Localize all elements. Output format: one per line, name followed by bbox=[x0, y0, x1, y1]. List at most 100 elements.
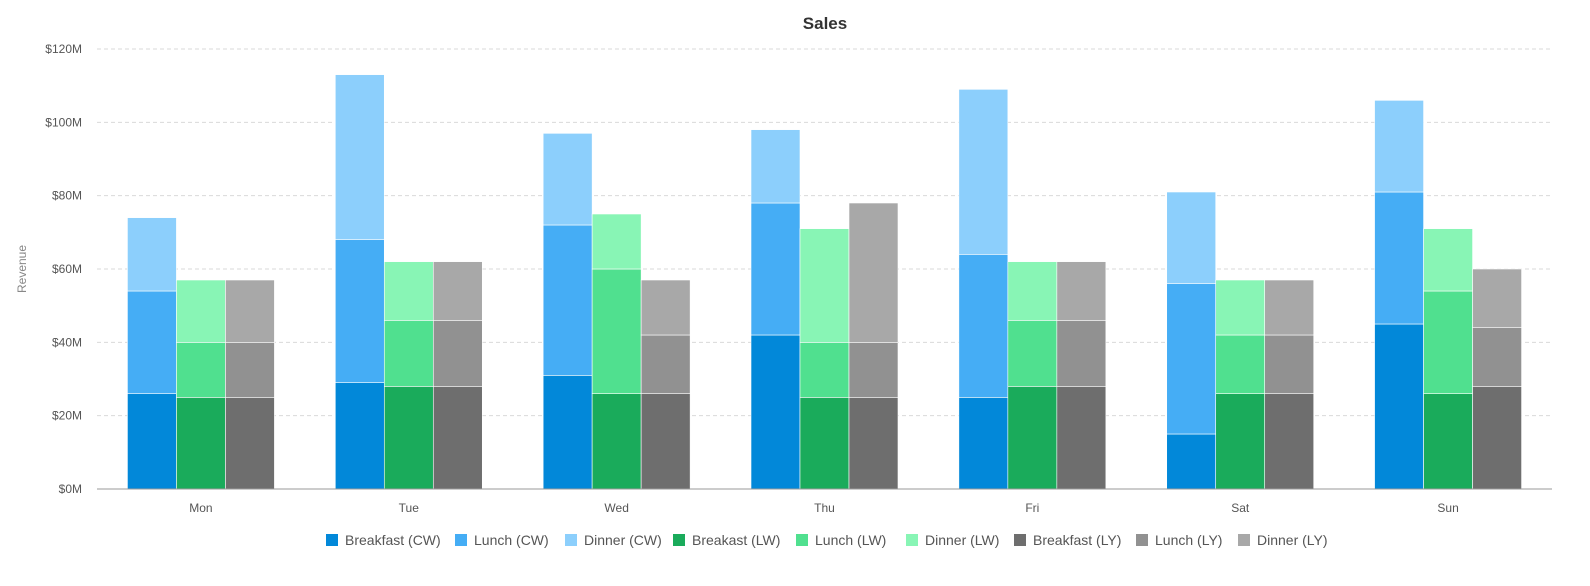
bar-mon-ly-2[interactable] bbox=[225, 342, 275, 398]
x-tick-label: Mon bbox=[189, 501, 212, 515]
bar-wed-lw-1[interactable] bbox=[591, 393, 642, 490]
chart-title: Sales bbox=[803, 14, 847, 33]
legend-item[interactable]: Breakfast (CW) bbox=[326, 532, 441, 548]
x-tick-label: Thu bbox=[814, 501, 835, 515]
legend-item[interactable]: Dinner (LW) bbox=[906, 532, 999, 548]
bar-tue-lw-2[interactable] bbox=[383, 320, 434, 387]
bar-thu-lw-3[interactable] bbox=[799, 228, 850, 343]
bar-sun-lw-1[interactable] bbox=[1423, 393, 1473, 490]
bar-thu-cw-3[interactable] bbox=[750, 129, 801, 204]
bar-tue-cw-3[interactable] bbox=[334, 74, 385, 240]
y-tick-label: $0M bbox=[59, 482, 82, 496]
y-axis-title: Revenue bbox=[15, 245, 29, 293]
bar-sat-ly-2[interactable] bbox=[1264, 334, 1315, 394]
bar-tue-ly-1[interactable] bbox=[432, 386, 483, 490]
bar-wed-cw-1[interactable] bbox=[542, 375, 593, 490]
bar-thu-lw-2[interactable] bbox=[799, 342, 850, 398]
bar-sat-lw-1[interactable] bbox=[1215, 393, 1266, 490]
bar-thu-ly-3[interactable] bbox=[848, 202, 899, 343]
bar-mon-lw-3[interactable] bbox=[176, 279, 226, 343]
legend-item[interactable]: Dinner (LY) bbox=[1238, 532, 1328, 548]
x-axis-ticks: Mon Tue Wed Thu Fri Sat Sun bbox=[189, 501, 1458, 515]
bar-fri-cw-1[interactable] bbox=[958, 397, 1009, 490]
bar-thu-cw-2[interactable] bbox=[750, 202, 801, 336]
legend-swatch bbox=[796, 534, 808, 546]
bar-sat-cw-3[interactable] bbox=[1166, 191, 1217, 284]
legend-label: Breakfast (LY) bbox=[1033, 532, 1121, 548]
bar-tue-lw-3[interactable] bbox=[383, 261, 434, 321]
legend-label: Lunch (CW) bbox=[474, 532, 549, 548]
bar-mon-ly-3[interactable] bbox=[225, 279, 275, 343]
bar-wed-lw-3[interactable] bbox=[591, 213, 642, 270]
legend-swatch bbox=[1014, 534, 1026, 546]
bar-fri-lw-1[interactable] bbox=[1007, 386, 1058, 490]
bar-sun-ly-1[interactable] bbox=[1472, 386, 1522, 490]
y-tick-label: $100M bbox=[45, 115, 82, 129]
bar-mon-ly-1[interactable] bbox=[225, 397, 275, 490]
bar-sun-ly-3[interactable] bbox=[1472, 268, 1522, 328]
bar-mon-cw-1[interactable] bbox=[127, 393, 177, 490]
bar-sat-ly-1[interactable] bbox=[1264, 393, 1315, 490]
legend-item[interactable]: Lunch (LW) bbox=[796, 532, 886, 548]
bar-wed-lw-2[interactable] bbox=[591, 268, 642, 394]
legend-item[interactable]: Lunch (CW) bbox=[455, 532, 549, 548]
x-tick-label: Sun bbox=[1437, 501, 1458, 515]
legend: Breakfast (CW) Lunch (CW) Dinner (CW) Break… bbox=[326, 532, 1328, 548]
legend-label: Dinner (LY) bbox=[1257, 532, 1328, 548]
bar-wed-cw-2[interactable] bbox=[542, 224, 593, 376]
bar-sat-cw-2[interactable] bbox=[1166, 283, 1217, 435]
legend-swatch bbox=[906, 534, 918, 546]
y-tick-label: $60M bbox=[52, 262, 82, 276]
x-tick-label: Sat bbox=[1231, 501, 1250, 515]
bar-fri-lw-3[interactable] bbox=[1007, 261, 1058, 321]
bar-sun-lw-2[interactable] bbox=[1423, 290, 1473, 394]
legend-swatch bbox=[565, 534, 577, 546]
bar-sun-lw-3[interactable] bbox=[1423, 228, 1473, 292]
bar-mon-cw-3[interactable] bbox=[127, 217, 177, 292]
bar-sun-cw-3[interactable] bbox=[1374, 100, 1424, 193]
bar-tue-lw-1[interactable] bbox=[383, 386, 434, 490]
legend-item[interactable]: Breakfast (LY) bbox=[1014, 532, 1121, 548]
bar-fri-cw-2[interactable] bbox=[958, 254, 1009, 398]
bar-sun-cw-1[interactable] bbox=[1374, 323, 1424, 490]
bar-wed-ly-1[interactable] bbox=[640, 393, 691, 490]
legend-swatch bbox=[1136, 534, 1148, 546]
bar-wed-cw-3[interactable] bbox=[542, 133, 593, 226]
bar-fri-ly-3[interactable] bbox=[1056, 261, 1107, 321]
bar-thu-lw-1[interactable] bbox=[799, 397, 850, 490]
legend-label: Dinner (LW) bbox=[925, 532, 999, 548]
x-tick-label: Wed bbox=[604, 501, 628, 515]
bar-mon-lw-1[interactable] bbox=[176, 397, 226, 490]
bar-thu-cw-1[interactable] bbox=[750, 334, 801, 490]
bar-wed-ly-3[interactable] bbox=[640, 279, 691, 336]
legend-item[interactable]: Lunch (LY) bbox=[1136, 532, 1222, 548]
bar-wed-ly-2[interactable] bbox=[640, 334, 691, 394]
bar-sat-lw-3[interactable] bbox=[1215, 279, 1266, 336]
x-tick-label: Fri bbox=[1025, 501, 1039, 515]
bar-mon-cw-2[interactable] bbox=[127, 290, 177, 394]
bar-tue-cw-2[interactable] bbox=[334, 239, 385, 383]
bar-fri-lw-2[interactable] bbox=[1007, 320, 1058, 387]
bar-thu-ly-1[interactable] bbox=[848, 397, 899, 490]
legend-label: Lunch (LY) bbox=[1155, 532, 1222, 548]
bar-thu-ly-2[interactable] bbox=[848, 342, 899, 398]
legend-label: Lunch (LW) bbox=[815, 532, 886, 548]
bar-sat-lw-2[interactable] bbox=[1215, 334, 1266, 394]
bar-fri-ly-1[interactable] bbox=[1056, 386, 1107, 490]
legend-swatch bbox=[673, 534, 685, 546]
bar-tue-ly-3[interactable] bbox=[432, 261, 483, 321]
bar-fri-ly-2[interactable] bbox=[1056, 320, 1107, 387]
bar-sun-cw-2[interactable] bbox=[1374, 191, 1424, 325]
bar-sat-cw-1[interactable] bbox=[1166, 433, 1217, 490]
legend-item[interactable]: Dinner (CW) bbox=[565, 532, 662, 548]
bar-tue-ly-2[interactable] bbox=[432, 320, 483, 387]
legend-item[interactable]: Breakast (LW) bbox=[673, 532, 780, 548]
legend-label: Dinner (CW) bbox=[584, 532, 662, 548]
bar-fri-cw-3[interactable] bbox=[958, 89, 1009, 255]
bar-sun-ly-2[interactable] bbox=[1472, 327, 1522, 387]
x-tick-label: Tue bbox=[399, 501, 420, 515]
bar-sat-ly-3[interactable] bbox=[1264, 279, 1315, 336]
bar-mon-lw-2[interactable] bbox=[176, 342, 226, 398]
bar-tue-cw-1[interactable] bbox=[334, 382, 385, 490]
